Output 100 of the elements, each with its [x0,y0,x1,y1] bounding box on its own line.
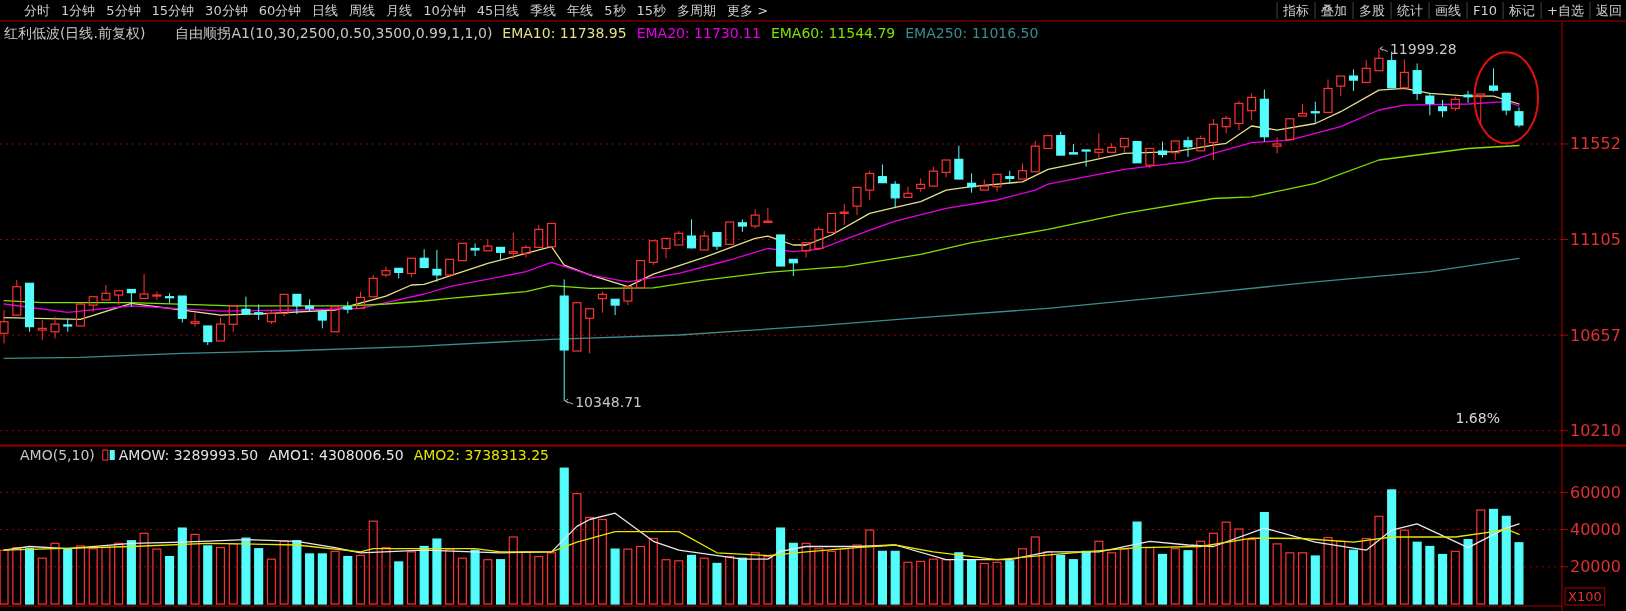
candlestick [954,145,964,180]
candlestick [534,224,544,248]
bar [1043,551,1053,605]
candlestick [1043,135,1053,150]
text: 10分钟 [423,3,466,18]
bar [406,551,416,605]
bar [572,493,582,605]
bar [1450,550,1460,605]
candlestick [279,293,289,318]
candlestick [610,298,620,316]
text: EMA10: 11738.95 [502,25,627,41]
candlestick [763,207,773,223]
bar [215,547,226,605]
text: 季线 [530,3,557,18]
bar [1399,529,1409,605]
candlestick [1183,136,1193,158]
bar [508,536,518,605]
bar [1119,548,1129,605]
candlestick [190,312,200,328]
candlestick [585,308,595,354]
candlestick [1285,118,1295,141]
bar [1094,540,1104,605]
bar [1247,539,1257,605]
bar [1348,549,1359,605]
candlestick [1107,142,1117,153]
candlestick [636,260,646,289]
bar [37,557,47,605]
bar [674,560,684,605]
bar [1145,547,1155,605]
bar [1068,559,1078,605]
bar [1259,512,1269,605]
candlestick [24,282,35,333]
candlestick [1399,58,1409,89]
candlestick [1463,90,1473,104]
text: 叠加 [1321,3,1348,18]
text: 返回 [1596,3,1622,18]
bar [865,529,875,605]
bar [1438,553,1448,605]
bar [1017,548,1028,605]
candlestick [432,249,442,283]
text: 更多 > [727,3,769,18]
bar [826,550,837,605]
bar [534,555,544,605]
candlestick [1298,103,1308,117]
bar [317,553,327,605]
bar [737,557,747,605]
line-series [3,512,1520,561]
candlestick [50,316,60,339]
candlestick [1323,78,1333,113]
bar [521,551,531,605]
candlestick [776,234,786,267]
bar [1056,554,1066,605]
bar [483,559,493,605]
bar [445,548,455,605]
bar [203,545,213,605]
text: 周线 [349,3,376,18]
candlestick [1336,75,1346,97]
candlestick [292,293,302,315]
candlestick [457,242,467,262]
bar [1336,540,1346,605]
bar [623,548,633,605]
y-tick-label: 20000 [1570,557,1621,577]
bar [381,547,391,605]
bar [368,520,378,605]
candlestick [521,244,531,258]
bar [725,555,735,605]
bar [12,547,22,605]
bar [343,555,353,605]
chart-title: 红利低波(日线.前复权) [4,25,146,41]
y-tick-label: 11105 [1570,229,1621,249]
bar [1272,543,1282,605]
bar [814,548,824,605]
legend-label: AMOW: 3289993.50 [118,447,259,463]
bar [1463,539,1473,605]
annotation: 1.68% [1455,410,1500,426]
candlestick [623,286,633,306]
bar [890,550,900,605]
bar [1196,540,1206,605]
bar [852,544,862,605]
y-tick-label: 60000 [1570,482,1621,502]
bar [1030,536,1040,605]
bar [559,467,569,605]
line-series [3,257,1520,359]
bar [648,537,658,605]
bar [1234,528,1244,605]
candlestick [1412,62,1422,101]
text: 指标 [1282,3,1310,18]
bar [1476,509,1486,605]
candlestick [1208,118,1218,161]
candlestick [1132,141,1142,164]
candlestick [330,306,340,333]
chart-subtitle: 自由顺拐A1(10,30,2500,0.50,3500,0.99,1,1,0) [175,25,493,41]
bar [661,559,671,605]
bar [114,542,124,605]
bar [292,540,302,605]
bar [992,561,1002,605]
candlestick [1514,106,1524,128]
text: 统计 [1397,3,1424,18]
bar [610,548,620,605]
text: 5分钟 [106,3,141,18]
